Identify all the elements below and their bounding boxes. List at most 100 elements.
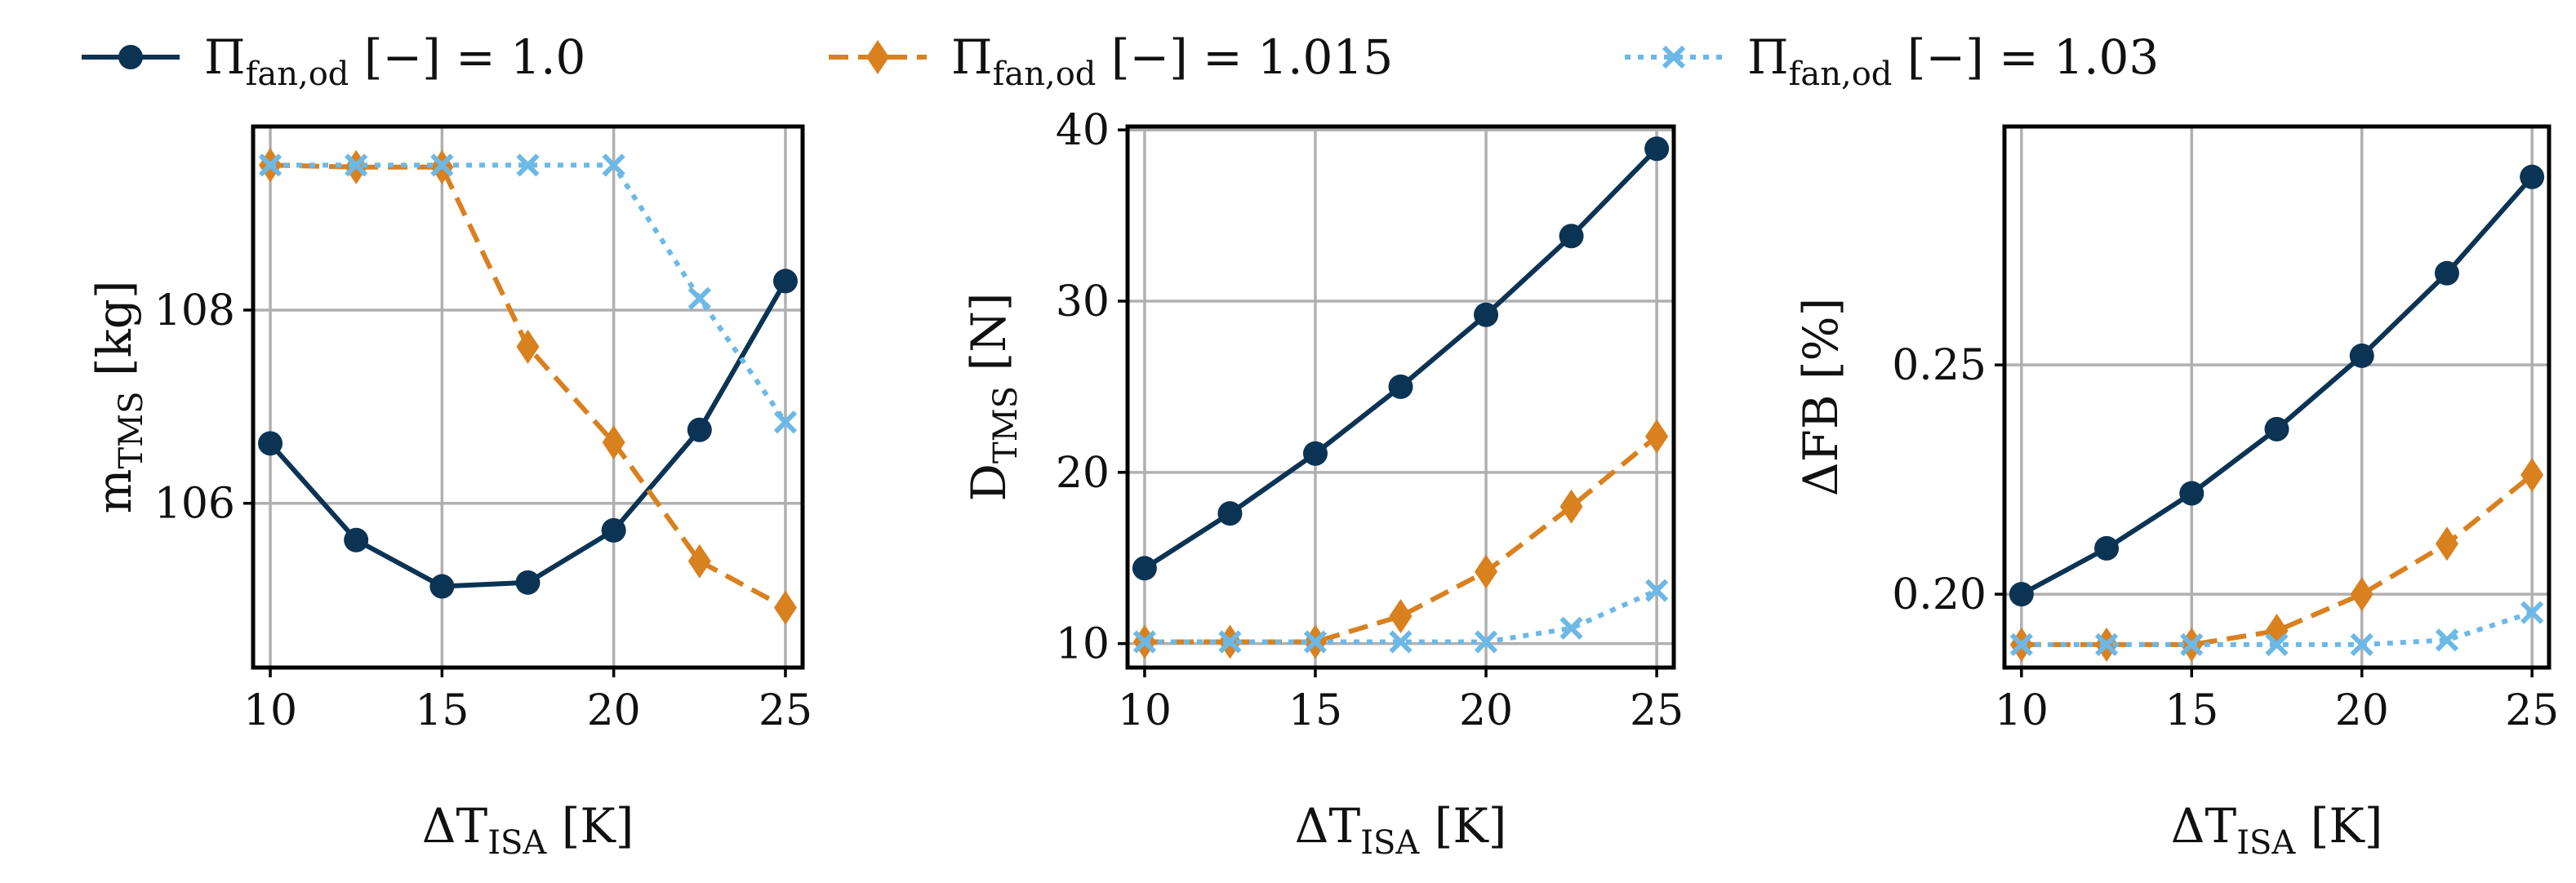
x-tick-label: 15 bbox=[415, 686, 469, 735]
legend: Πfan,od [−] = 1.0 Πfan,od [−] = 1.015 Πfan… bbox=[82, 29, 2159, 93]
axes-frame bbox=[2002, 124, 2552, 670]
data-point bbox=[344, 527, 369, 552]
y-axis-label-unit: [N] bbox=[961, 292, 1017, 385]
x-tick-label: 10 bbox=[243, 686, 297, 735]
data-point bbox=[1559, 489, 1583, 524]
legend-subscript: fan,od bbox=[246, 55, 349, 93]
data-point bbox=[2265, 632, 2289, 657]
y-tick-label: 108 bbox=[154, 286, 235, 335]
data-point bbox=[2009, 632, 2033, 657]
data-point bbox=[1644, 136, 1670, 162]
y-axis-label-main: m bbox=[87, 469, 142, 514]
data-point bbox=[1559, 616, 1583, 640]
y-axis-label-unit: [%] bbox=[1793, 298, 1849, 395]
data-point bbox=[2350, 632, 2374, 657]
legend-label-3: Πfan,od [−] = 1.03 bbox=[1747, 29, 2159, 93]
legend-label-2: Πfan,od [−] = 1.015 bbox=[951, 29, 1393, 93]
y-tick-label: 40 bbox=[1056, 106, 1110, 155]
data-point bbox=[2094, 632, 2119, 657]
x-tick-label: 25 bbox=[759, 686, 812, 735]
x-axis-label: ΔTISA [K] bbox=[2171, 798, 2383, 862]
legend-value: [−] = 1.03 bbox=[1892, 29, 2159, 85]
x-axis-label-main: ΔT bbox=[2171, 798, 2237, 854]
x-axis-label-subscript: ISA bbox=[2236, 824, 2296, 862]
data-point bbox=[2435, 526, 2458, 561]
data-point bbox=[601, 517, 626, 543]
data-point bbox=[1218, 630, 1242, 654]
series-group bbox=[1132, 136, 1670, 659]
data-point bbox=[1217, 501, 1243, 526]
legend-marker-2 bbox=[866, 40, 889, 74]
y-tick-label: 0.25 bbox=[1892, 341, 1987, 390]
data-point bbox=[1132, 556, 1157, 581]
data-point bbox=[2350, 577, 2374, 612]
data-point bbox=[2520, 458, 2544, 493]
y-tick-label: 30 bbox=[1056, 277, 1110, 326]
series-group bbox=[258, 148, 798, 625]
x-tick-label: 20 bbox=[587, 686, 641, 735]
x-axis-label-unit: [K] bbox=[546, 798, 634, 854]
x-tick-label: 10 bbox=[1995, 686, 2049, 735]
data-point bbox=[1474, 302, 1499, 327]
legend-item-3: Πfan,od [−] = 1.03 bbox=[1625, 29, 2159, 93]
y-tick-label: 20 bbox=[1056, 449, 1110, 498]
data-point bbox=[429, 574, 455, 599]
grid bbox=[2004, 126, 2549, 668]
data-point bbox=[602, 153, 625, 177]
data-point bbox=[1475, 554, 1498, 589]
axes-frame bbox=[251, 124, 805, 670]
data-point bbox=[2009, 582, 2034, 607]
x-tick-label: 25 bbox=[2505, 686, 2559, 735]
data-point bbox=[1132, 630, 1157, 654]
data-point bbox=[773, 410, 798, 434]
data-point bbox=[515, 570, 541, 595]
legend-value: [−] = 1.015 bbox=[1096, 29, 1393, 85]
y-axis-label: ΔFB [%] bbox=[1793, 298, 1849, 497]
data-point bbox=[2180, 632, 2204, 657]
data-point bbox=[258, 153, 283, 177]
data-point bbox=[2520, 164, 2545, 189]
data-point bbox=[2349, 343, 2374, 368]
data-point bbox=[1302, 441, 1328, 466]
x-axis-label-subscript: ISA bbox=[487, 824, 547, 862]
y-axis-label-subscript: TMS bbox=[113, 391, 150, 468]
chart-panel-1: 10 15 20 25 106 108 ΔTISA [K] mTMS [kg] bbox=[87, 124, 812, 862]
data-point bbox=[430, 153, 454, 177]
y-axis-label: DTMS [N] bbox=[961, 292, 1025, 501]
data-point bbox=[2434, 260, 2459, 286]
data-point bbox=[1389, 599, 1413, 634]
x-axis-label: ΔTISA [K] bbox=[422, 798, 634, 862]
legend-value: [−] = 1.0 bbox=[349, 29, 585, 85]
chart-panel-2: 10 15 20 25 10 20 30 40 ΔTISA [K] DTMS [N] bbox=[961, 106, 1684, 862]
data-point bbox=[1474, 630, 1498, 654]
data-point bbox=[1303, 630, 1328, 654]
axes-frame bbox=[1125, 124, 1676, 670]
data-point bbox=[687, 286, 711, 310]
data-point bbox=[2264, 416, 2289, 442]
data-point bbox=[687, 417, 712, 442]
data-point bbox=[2094, 535, 2120, 561]
legend-subscript: fan,od bbox=[1789, 55, 1893, 93]
data-point bbox=[1644, 579, 1669, 602]
x-axis-label-main: ΔT bbox=[1295, 798, 1361, 854]
legend-symbol: Π bbox=[204, 29, 246, 85]
data-point bbox=[2179, 481, 2205, 506]
data-point bbox=[773, 590, 797, 625]
x-tick-label: 10 bbox=[1118, 686, 1172, 735]
y-tick-label: 10 bbox=[1056, 620, 1110, 669]
y-axis-label-subscript: TMS bbox=[987, 386, 1025, 464]
x-tick-label: 20 bbox=[2335, 686, 2389, 735]
legend-marker-1 bbox=[118, 45, 143, 69]
x-axis-label-unit: [K] bbox=[1419, 798, 1506, 854]
y-tick-label: 0.20 bbox=[1892, 570, 1987, 619]
data-point bbox=[772, 268, 798, 294]
series-group bbox=[2009, 164, 2545, 662]
data-point bbox=[1559, 224, 1584, 249]
legend-item-2: Πfan,od [−] = 1.015 bbox=[829, 29, 1393, 93]
data-point bbox=[2520, 601, 2544, 624]
x-axis-label-main: ΔT bbox=[422, 798, 488, 854]
y-axis-label: mTMS [kg] bbox=[87, 280, 150, 513]
x-tick-label: 25 bbox=[1630, 686, 1684, 735]
data-point bbox=[602, 425, 625, 460]
